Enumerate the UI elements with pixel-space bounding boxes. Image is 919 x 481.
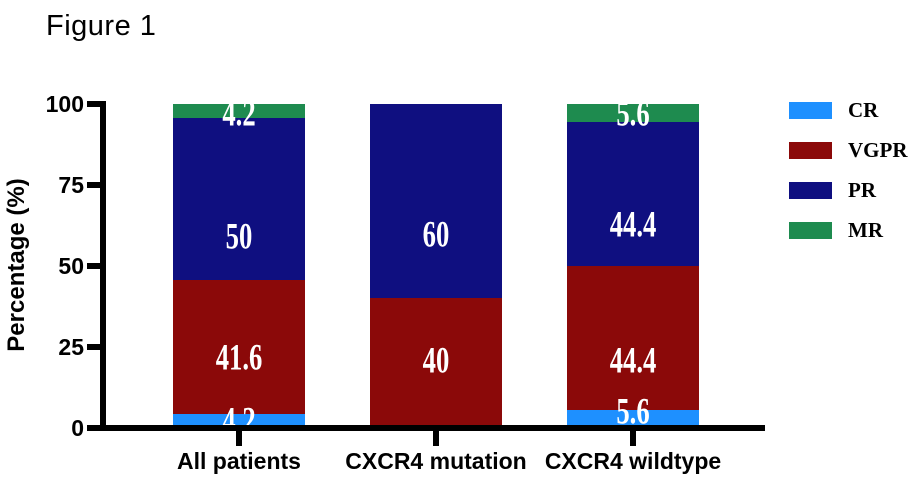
bar-value-label: 5.6 (616, 93, 650, 135)
legend-swatch-vgpr (789, 141, 832, 159)
y-tick-label: 25 (58, 334, 84, 360)
legend-label-vgpr: VGPR (848, 137, 908, 162)
bar-value-label: 41.6 (215, 337, 263, 379)
bar-segment-mr (173, 104, 305, 118)
bar-cxcr4-wildtype: 5.6 44.4 44.4 5.6 (567, 96, 699, 433)
legend-item-cr: CR (789, 98, 908, 122)
y-tick-label: 100 (45, 91, 84, 117)
bar-segment-pr (370, 104, 502, 299)
bar-value-label: 40 (422, 340, 450, 382)
bar-value-label: 5.6 (616, 391, 650, 433)
x-tick-label-cxcr4-mutation: CXCR4 mutation (345, 448, 527, 474)
y-tick-label: 75 (58, 172, 84, 198)
legend-label-mr: MR (848, 217, 883, 242)
y-tick (87, 344, 101, 350)
legend: CR VGPR PR MR (789, 98, 908, 261)
bar-segment-pr (173, 117, 305, 280)
x-axis-line (100, 425, 765, 431)
y-tick (87, 263, 101, 269)
legend-label-cr: CR (848, 97, 879, 122)
bar-segment-vgpr (567, 266, 699, 410)
bar-segment-vgpr (173, 279, 305, 415)
x-tick (630, 430, 636, 446)
legend-item-pr: PR (789, 178, 908, 202)
bar-all-patients: 4.2 41.6 50 4.2 (173, 96, 305, 439)
x-tick-label-all-patients: All patients (177, 448, 301, 474)
bar-segment-mr (567, 104, 699, 123)
legend-swatch-mr (789, 221, 832, 239)
bar-segment-cr (567, 409, 699, 428)
legend-label-pr: PR (848, 177, 876, 202)
y-axis-line (100, 101, 106, 431)
bar-value-label: 60 (422, 214, 450, 256)
y-tick (87, 182, 101, 188)
y-tick-label: 50 (58, 253, 84, 279)
y-tick-label: 0 (71, 415, 84, 441)
y-tick (87, 425, 101, 431)
legend-item-vgpr: VGPR (789, 138, 908, 162)
bar-segment-vgpr (370, 298, 502, 428)
bar-segment-pr (567, 122, 699, 266)
legend-item-mr: MR (789, 218, 908, 242)
y-tick (87, 101, 101, 107)
bar-value-label: 50 (225, 216, 253, 258)
legend-swatch-cr (789, 101, 832, 119)
x-tick (433, 430, 439, 446)
x-tick-label-cxcr4-wildtype: CXCR4 wildtype (544, 448, 722, 474)
legend-swatch-pr (789, 181, 832, 199)
figure-label: Figure 1 (46, 10, 157, 42)
bar-cxcr4-mutation: 40 60 (370, 104, 502, 428)
bar-segment-cr (173, 414, 305, 428)
bar-value-label: 4.2 (222, 93, 256, 135)
bar-value-label: 44.4 (609, 340, 657, 382)
x-tick (236, 430, 242, 446)
bar-value-label: 44.4 (609, 204, 657, 246)
